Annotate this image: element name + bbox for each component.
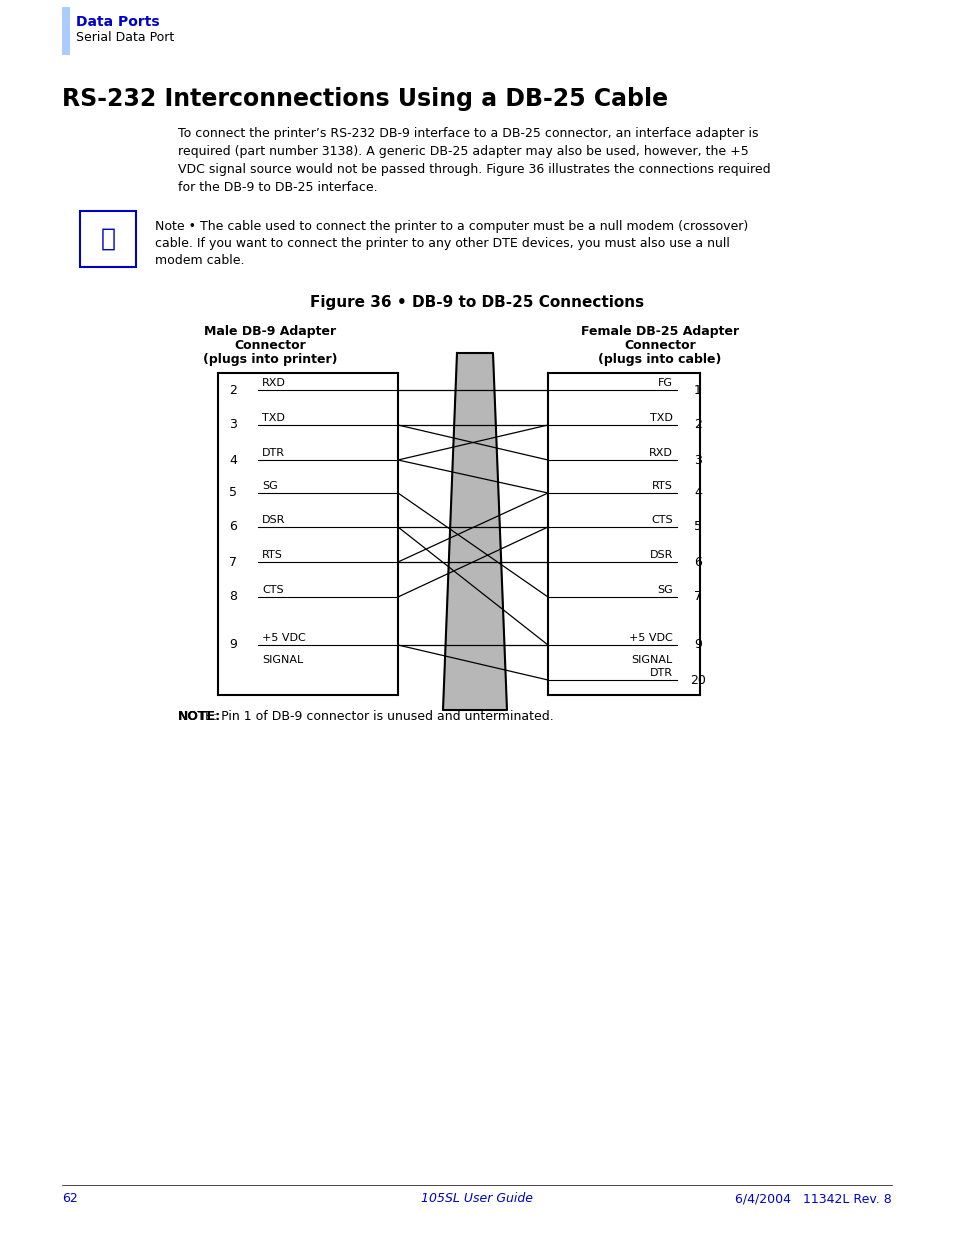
Text: SG: SG: [657, 585, 672, 595]
Text: 20: 20: [689, 673, 705, 687]
Text: To connect the printer’s RS-232 DB-9 interface to a DB-25 connector, an interfac: To connect the printer’s RS-232 DB-9 int…: [178, 127, 758, 140]
Text: 8: 8: [229, 590, 236, 604]
Text: 105SL User Guide: 105SL User Guide: [420, 1192, 533, 1205]
Text: DSR: DSR: [649, 550, 672, 559]
Text: RTS: RTS: [262, 550, 283, 559]
Text: Data Ports: Data Ports: [76, 15, 159, 28]
Text: Male DB-9 Adapter: Male DB-9 Adapter: [204, 325, 335, 338]
Text: 5: 5: [693, 520, 701, 534]
Text: RTS: RTS: [652, 480, 672, 492]
Text: 4: 4: [229, 453, 236, 467]
FancyBboxPatch shape: [80, 211, 136, 267]
Text: TXD: TXD: [649, 412, 672, 424]
Text: Female DB-25 Adapter: Female DB-25 Adapter: [580, 325, 739, 338]
Text: 2: 2: [229, 384, 236, 396]
Text: 4: 4: [694, 487, 701, 499]
Text: CTS: CTS: [651, 515, 672, 525]
Text: (plugs into printer): (plugs into printer): [203, 353, 337, 366]
Text: modem cable.: modem cable.: [154, 254, 244, 267]
Text: DTR: DTR: [649, 668, 672, 678]
Text: 6: 6: [694, 556, 701, 568]
Text: 7: 7: [229, 556, 236, 568]
Text: Note • The cable used to connect the printer to a computer must be a null modem : Note • The cable used to connect the pri…: [154, 220, 747, 233]
Text: SIGNAL: SIGNAL: [262, 655, 303, 664]
Text: FG: FG: [658, 378, 672, 388]
Text: CTS: CTS: [262, 585, 283, 595]
Text: TXD: TXD: [262, 412, 285, 424]
Text: for the DB-9 to DB-25 interface.: for the DB-9 to DB-25 interface.: [178, 182, 377, 194]
Text: 62: 62: [62, 1192, 77, 1205]
Text: Connector: Connector: [233, 338, 306, 352]
Text: Serial Data Port: Serial Data Port: [76, 31, 174, 44]
Text: DTR: DTR: [262, 448, 285, 458]
Text: Connector: Connector: [623, 338, 695, 352]
Text: NOTE: Pin 1 of DB-9 connector is unused and unterminated.: NOTE: Pin 1 of DB-9 connector is unused …: [178, 710, 553, 722]
Text: RS-232 Interconnections Using a DB-25 Cable: RS-232 Interconnections Using a DB-25 Ca…: [62, 86, 667, 111]
FancyBboxPatch shape: [62, 7, 70, 56]
Text: VDC signal source would not be passed through. Figure 36 illustrates the connect: VDC signal source would not be passed th…: [178, 163, 770, 177]
Text: NOTE:: NOTE:: [178, 710, 221, 722]
Text: +5 VDC: +5 VDC: [262, 634, 305, 643]
Text: RXD: RXD: [262, 378, 286, 388]
Text: Figure 36 • DB-9 to DB-25 Connections: Figure 36 • DB-9 to DB-25 Connections: [310, 295, 643, 310]
Text: 5: 5: [229, 487, 236, 499]
Text: 9: 9: [694, 638, 701, 652]
Text: cable. If you want to connect the printer to any other DTE devices, you must als: cable. If you want to connect the printe…: [154, 237, 729, 249]
Text: +5 VDC: +5 VDC: [629, 634, 672, 643]
Polygon shape: [442, 353, 506, 710]
Text: SG: SG: [262, 480, 277, 492]
Text: DSR: DSR: [262, 515, 285, 525]
Text: 9: 9: [229, 638, 236, 652]
Text: 📋: 📋: [100, 227, 115, 251]
Text: 6: 6: [229, 520, 236, 534]
Text: 7: 7: [693, 590, 701, 604]
Text: 3: 3: [229, 419, 236, 431]
Text: 3: 3: [694, 453, 701, 467]
Text: 1: 1: [694, 384, 701, 396]
Text: SIGNAL: SIGNAL: [631, 655, 672, 664]
Text: 6/4/2004   11342L Rev. 8: 6/4/2004 11342L Rev. 8: [735, 1192, 891, 1205]
Text: RXD: RXD: [648, 448, 672, 458]
Text: required (part number 3138). A generic DB-25 adapter may also be used, however, : required (part number 3138). A generic D…: [178, 144, 748, 158]
Text: 2: 2: [694, 419, 701, 431]
Text: (plugs into cable): (plugs into cable): [598, 353, 720, 366]
